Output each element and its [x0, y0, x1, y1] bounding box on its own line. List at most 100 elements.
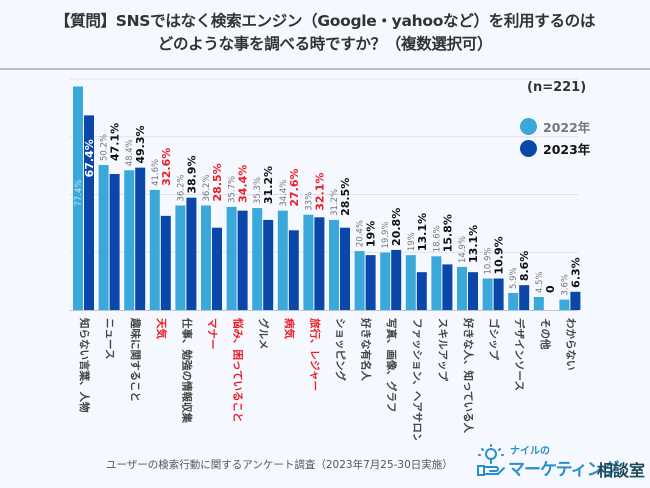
data-label-2022: 36.2% [176, 174, 186, 201]
legend-label-2023: 2023年 [543, 141, 591, 157]
bar-2023 [493, 278, 504, 310]
bar-chart: 77.4% 67.4% 知らない言葉、人物 50.2% 47.1% ニュース 48.4% 49… [70, 78, 582, 440]
bar-2023 [160, 215, 171, 310]
data-label-2023: 31.2% [262, 166, 275, 204]
legend: 2022年 2023年 [520, 115, 590, 159]
data-label-2022: 20.4% [356, 220, 366, 247]
bar-2022 [508, 292, 519, 310]
legend-item-2022: 2022年 [520, 115, 590, 137]
bar-2023 [314, 217, 325, 310]
data-label-2022: 4.5% [535, 271, 545, 293]
bar-2022 [482, 278, 493, 310]
category-label: 写真、画像、グラフ [385, 318, 398, 413]
bar-2023 [365, 255, 376, 310]
data-label-2022: 14.9% [458, 236, 468, 263]
bar-2022 [175, 205, 186, 310]
bar-2023 [186, 197, 197, 310]
logo-prefix: ナイルの [510, 446, 550, 457]
bar-2023 [288, 230, 299, 310]
bar-2022 [201, 205, 211, 310]
data-label-2022: 31.2% [330, 189, 340, 216]
lightbulb-hand-icon [477, 444, 505, 476]
data-label-2023: 32.1% [313, 173, 326, 211]
category-label: 病気 [283, 318, 296, 339]
bar-2023 [519, 285, 530, 310]
data-label-2023: 6.3% [569, 257, 582, 288]
bar-2022 [303, 214, 314, 310]
category-label: 好きな有名人 [360, 317, 373, 381]
title-line-2: どのような事を調べる時ですか？（複数選択可） [157, 35, 493, 53]
chart-title: 【質問】SNSではなく検索エンジン（Google・yahooなど）を利用するのは… [0, 10, 650, 56]
data-label-2022: 19% [407, 232, 417, 251]
bar-2023 [84, 115, 94, 310]
bar-2023 [442, 264, 453, 310]
bar-2022 [457, 266, 467, 310]
bar-2022 [277, 210, 288, 310]
data-label-2023: 15.8% [441, 214, 454, 252]
logo-suffix-text: 相談室 [597, 461, 646, 480]
logo-main-text: マーケティング [508, 460, 620, 480]
data-label-2022: 10.9% [484, 248, 494, 275]
category-label: ゴシップ [488, 318, 501, 360]
category-label: 旅行、レジャー [308, 318, 321, 391]
category-label: ニュース [104, 318, 116, 359]
data-label-2022: 3.6% [560, 274, 570, 296]
bar-2022 [559, 299, 570, 310]
brand-logo: ナイルの マーケティング 相談室 [475, 440, 650, 480]
bar-2023 [416, 272, 427, 310]
data-label-2023: 34.4% [237, 165, 250, 203]
category-label: グルメ [257, 318, 270, 350]
data-label-2023: 47.1% [109, 123, 122, 161]
category-label: 知らない言葉、人物 [78, 318, 91, 413]
bar-2023 [570, 291, 581, 310]
data-label-2022: 19.9% [381, 222, 391, 249]
data-label-2023: 20.8% [390, 208, 403, 246]
data-label-2023: 28.5% [339, 178, 352, 216]
bar-2023 [212, 227, 222, 310]
bar-2023 [237, 210, 248, 310]
data-label-2023: 13.1% [416, 213, 429, 251]
data-label-2022: 50.2% [100, 134, 110, 161]
data-label-2022: 36.2% [202, 174, 212, 201]
data-label-2023: 13.1% [467, 225, 480, 263]
bar-2023 [135, 167, 146, 310]
bar-2022 [329, 219, 339, 310]
data-label-2023: 27.6% [288, 168, 301, 206]
data-label-2023: 32.6% [160, 148, 173, 186]
bar-2022 [431, 256, 442, 310]
data-label-2023: 28.5% [211, 163, 224, 201]
bar-2023 [109, 173, 120, 310]
bar-2023 [263, 219, 274, 310]
survey-footnote: ユーザーの検索行動に関するアンケート調査（2023年7月25-30日実施） [106, 459, 453, 471]
bar-2022 [354, 251, 365, 310]
data-label-2022: 34.4% [279, 180, 289, 207]
category-label: マナー [206, 318, 218, 350]
bar-2022 [124, 170, 135, 310]
data-label-2022: 41.6% [151, 159, 161, 186]
bar-2022 [226, 206, 237, 310]
data-label-2022: 33% [304, 192, 314, 211]
bar-2023 [468, 272, 478, 310]
category-label: ファッション、ヘアサロン [411, 318, 423, 440]
legend-swatch-2023 [520, 139, 537, 157]
bar-2022 [98, 165, 109, 310]
legend-item-2023: 2023年 [520, 137, 590, 159]
title-divider [0, 68, 650, 70]
category-label: その他 [539, 318, 552, 350]
category-label: デザインソース [513, 318, 526, 391]
sample-size-label: (n=221) [527, 80, 587, 95]
category-label: ショッピング [334, 318, 347, 381]
data-label-2023: 8.6% [518, 251, 531, 282]
bar-2022 [149, 189, 160, 310]
data-label-2022: 48.4% [125, 139, 135, 166]
bar-2022 [405, 255, 416, 310]
category-label: わからない [564, 318, 576, 371]
legend-label-2022: 2022年 [543, 119, 591, 135]
category-label: スキルアップ [436, 318, 449, 381]
data-label-2023: 49.3% [134, 125, 147, 163]
legend-swatch-2022 [520, 117, 537, 135]
category-label: 好きな人、知っている人 [462, 317, 475, 433]
category-label: 天気 [155, 318, 168, 339]
category-label: 趣味に関すること [129, 317, 142, 402]
data-label-2023: 67.4% [83, 139, 96, 177]
